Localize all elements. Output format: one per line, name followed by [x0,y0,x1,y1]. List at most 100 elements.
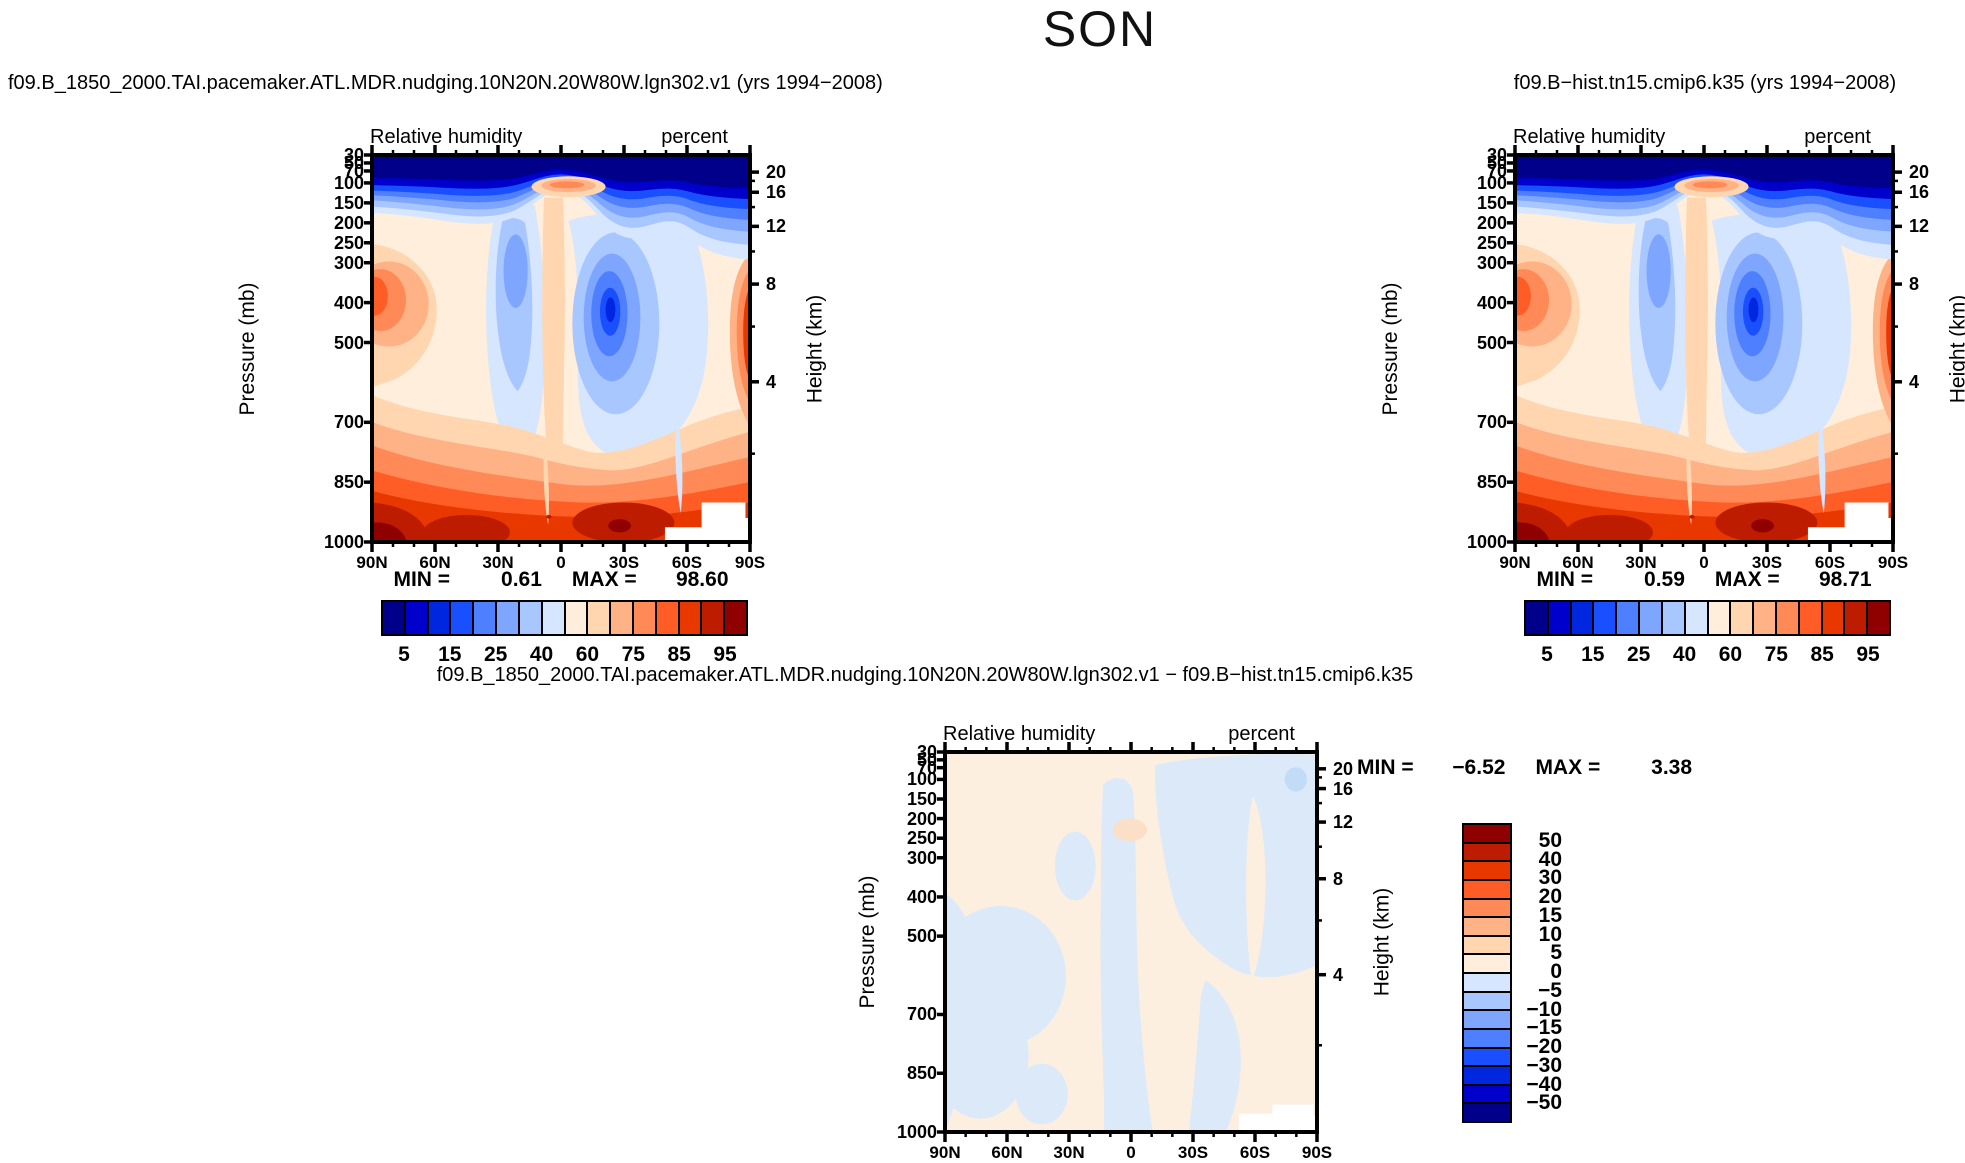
figure-title: SON [1042,1,1158,57]
difference-colorbar-tick-label-−15: −15 [1526,1016,1562,1040]
pressure-tick-label-150: 150 [333,192,364,213]
pressure-tick-label-700: 700 [1476,412,1507,433]
contour-field [1515,155,1893,542]
height-tick-label-12: 12 [1909,216,1930,237]
moist-north-midlevel [372,244,437,388]
height-tick-label-16: 16 [766,182,787,203]
height-tick-label-4: 4 [1333,964,1344,985]
pressure-tick-label-50: 50 [343,152,364,173]
colorbar-cell-6 [519,602,543,634]
latitude-tick-label-30S: 30S [1751,553,1783,572]
max-value: 3.38 [1651,756,1693,779]
colorbar-cell-13 [1822,602,1846,634]
difference-colorbar-labels: 50 40 30 20 15 10 5 0 −5 −10 −15 −20 −30 −40 −50 [1518,823,1578,1123]
pressure-tick-label-70: 70 [343,160,364,181]
colorbar-cell-8 [565,602,589,634]
stronger-negative-spot [1284,767,1307,792]
pressure-tick-label-100: 100 [333,172,364,193]
plot-border [943,750,1319,1134]
colorbar-cell-3 [451,602,475,634]
height-tick-label-20: 20 [1333,758,1354,779]
height-tick-label-8: 8 [1909,274,1920,295]
pressure-tick-label-850: 850 [1476,472,1507,493]
stronger-positive-spot [1112,818,1147,842]
plot-frame [937,742,1326,1142]
minmax-row: MIN = −6.52 MAX = 3.38 [1357,756,1692,780]
pressure-tick-label-700: 700 [906,1004,937,1025]
colorbar-cell-9 [1731,602,1755,634]
pressure-tick-label-70: 70 [916,757,937,778]
colorbar-tick-label-25: 25 [484,643,508,666]
colorbar-cell-11 [1776,602,1800,634]
difference-colorbar-cell-15 [1464,1104,1510,1121]
colorbar-labels: 5 15 25 40 60 75 85 95 [1524,643,1891,669]
colorbar-tick-label-95: 95 [1856,643,1880,666]
colorbar-cell-12 [656,602,680,634]
plot-frame [364,145,759,552]
difference-colorbar-cell-11 [1464,1029,1510,1049]
pressure-tick-label-200: 200 [333,212,364,233]
colorbar [381,600,748,636]
contour-plot [364,145,759,552]
colorbar-cell-15 [1868,602,1889,634]
colorbar-cell-0 [1526,602,1549,634]
difference-colorbar-tick-label-5: 5 [1550,941,1562,965]
rh-field-art [1515,155,1893,542]
height-tick-label-12: 12 [1333,812,1354,833]
latitude-tick-label-60N: 60N [991,1143,1023,1162]
difference-colorbar-tick-label-−40: −40 [1526,1072,1562,1096]
height-axis-label: Height (km) [1371,887,1394,997]
units-label: percent [1804,126,1871,148]
pressure-tick-label-300: 300 [1476,252,1507,273]
height-tick-label-16: 16 [1333,778,1354,799]
difference-colorbar-cell-8 [1464,974,1510,993]
pressure-tick-label-500: 500 [906,926,937,947]
colorbar-labels: 5 15 25 40 60 75 85 95 [381,643,748,669]
field-label: Relative humidity [1513,126,1666,148]
plot-border [370,153,752,544]
pressure-tick-label-150: 150 [1476,192,1507,213]
moist-surface-bands [1515,394,1893,542]
height-tick-label-12: 12 [766,216,787,237]
colorbar-cell-4 [474,602,498,634]
height-tick-label-20: 20 [1909,162,1930,183]
contour-plot [937,742,1326,1142]
colorbar [1524,600,1891,636]
pressure-axis-label: Pressure (mb) [856,875,879,1009]
difference-colorbar-tick-label-50: 50 [1538,828,1562,852]
pressure-tick-label-850: 850 [333,472,364,493]
pressure-tick-label-30: 30 [1486,145,1507,165]
contour-plot [1507,145,1902,552]
moist-equator-plume [1685,197,1708,512]
pressure-tick-label-1000: 1000 [896,1122,937,1142]
minmax-row: MIN = 0.61 MAX = 98.60 [372,568,750,592]
height-tick-label-4: 4 [766,371,777,392]
difference-colorbar-cell-14 [1464,1085,1510,1105]
colorbar-tick-label-40: 40 [529,643,554,666]
field-label: Relative humidity [370,126,523,148]
terrain-gap [1238,1104,1317,1132]
min-label: MIN = [1536,568,1599,591]
pressure-tick-label-850: 850 [906,1063,937,1084]
max-label: MAX = [1714,568,1786,591]
pressure-tick-label-70: 70 [1486,160,1507,181]
min-value: −6.52 [1452,756,1506,779]
pressure-tick-label-250: 250 [906,828,937,849]
difference-colorbar-cell-4 [1464,899,1510,919]
dry-region-south [1711,214,1852,459]
colorbar-cell-10 [1754,602,1777,634]
difference-colorbar-cell-13 [1464,1067,1510,1086]
units-label: percent [1228,723,1295,745]
pressure-tick-label-150: 150 [906,789,937,809]
colorbar-cell-2 [428,602,452,634]
panel-title: f09.B−hist.tn15.cmip6.k35 (yrs 1994−2008… [1513,72,1897,94]
panel-title: f09.B_1850_2000.TAI.pacemaker.ATL.MDR.nu… [436,664,1414,686]
contour-field [945,752,1317,1132]
difference-colorbar-cell-7 [1464,955,1510,974]
pressure-tick-label-50: 50 [1486,152,1507,173]
difference-colorbar-cell-3 [1464,880,1510,900]
colorbar-tick-label-75: 75 [1764,643,1788,666]
latitude-tick-label-90S: 90S [1301,1143,1333,1162]
difference-colorbar-cell-1 [1464,843,1510,863]
